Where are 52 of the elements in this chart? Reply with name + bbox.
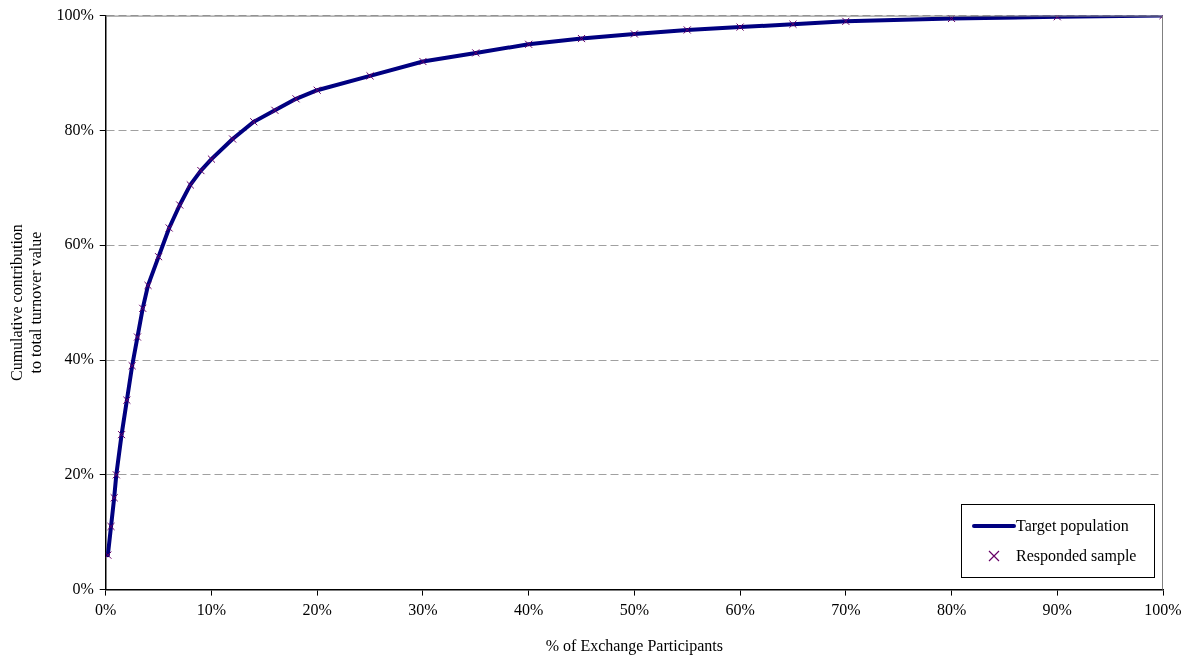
x-tick-label: 20% bbox=[302, 601, 332, 619]
point bbox=[138, 304, 147, 313]
point bbox=[249, 117, 258, 126]
point bbox=[788, 20, 797, 29]
y-tick-label: 20% bbox=[64, 465, 94, 482]
x-tick-label: 0% bbox=[95, 601, 117, 619]
point bbox=[292, 94, 301, 103]
point bbox=[175, 200, 184, 210]
x-tick-label: 60% bbox=[725, 601, 755, 619]
point bbox=[110, 493, 119, 502]
y-axis-title: Cumulative contribution to total turnover value bbox=[7, 224, 44, 382]
point bbox=[841, 17, 850, 26]
x-tick-label: 30% bbox=[408, 601, 438, 619]
point bbox=[196, 166, 205, 175]
point bbox=[471, 48, 480, 57]
point bbox=[122, 396, 131, 405]
y-tick-label: 60% bbox=[64, 235, 94, 253]
y-tick-label: 80% bbox=[64, 120, 94, 138]
point bbox=[313, 86, 322, 95]
point bbox=[105, 551, 112, 560]
point bbox=[418, 57, 427, 66]
point bbox=[154, 252, 163, 261]
point bbox=[117, 430, 126, 439]
x-tick-label: 10% bbox=[196, 601, 227, 619]
point bbox=[133, 333, 142, 342]
point bbox=[207, 155, 216, 164]
y-tick-label: 100% bbox=[56, 5, 94, 23]
x-axis-title: % of Exchange Participants bbox=[545, 636, 723, 655]
point bbox=[270, 106, 279, 115]
point bbox=[366, 71, 375, 80]
y-tick-label: 40% bbox=[64, 350, 94, 368]
point bbox=[577, 34, 586, 43]
y-tick-label: 0% bbox=[72, 579, 94, 597]
point bbox=[106, 522, 116, 531]
point bbox=[630, 29, 639, 38]
point bbox=[683, 25, 692, 34]
x-tick-label: 100% bbox=[1144, 601, 1182, 619]
point bbox=[112, 470, 121, 479]
point bbox=[165, 223, 174, 233]
point bbox=[128, 361, 137, 370]
point bbox=[524, 40, 533, 49]
x-tick-label: 50% bbox=[619, 601, 650, 619]
x-tick-label: 40% bbox=[513, 601, 544, 619]
legend-label: Responded sample bbox=[1016, 546, 1137, 565]
point bbox=[228, 134, 237, 144]
legend-label: Target population bbox=[1016, 516, 1129, 535]
point bbox=[186, 180, 195, 189]
x-tick-label: 70% bbox=[831, 601, 861, 619]
point bbox=[736, 23, 745, 32]
x-tick-label: 80% bbox=[936, 601, 967, 619]
point bbox=[143, 281, 153, 290]
x-tick-label: 90% bbox=[1042, 601, 1072, 619]
